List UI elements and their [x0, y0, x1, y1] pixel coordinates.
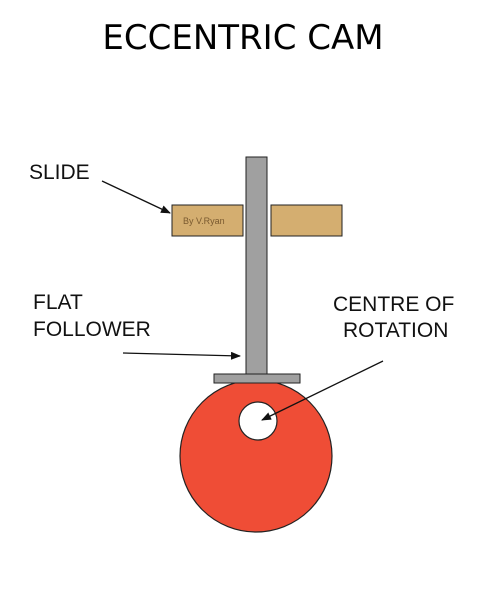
- label-centre-line2: ROTATION: [343, 319, 448, 342]
- centre-of-rotation-arrow: [261, 360, 384, 421]
- label-centre-line1: CENTRE OF: [333, 293, 454, 316]
- label-slide: SLIDE: [29, 161, 90, 184]
- slide-arrow: [101, 180, 171, 214]
- credit-text: By V.Ryan: [183, 216, 225, 226]
- flat-follower-arrow: [122, 351, 241, 360]
- slide-block-right: [270, 204, 343, 237]
- diagram-title: ECCENTRIC CAM: [102, 18, 383, 58]
- flat-follower-plate: [213, 373, 301, 384]
- slide-block-left: [171, 204, 244, 237]
- follower-stem: [245, 156, 268, 375]
- label-flat-follower-line1: FLAT: [33, 291, 83, 314]
- centre-of-rotation-hole: [238, 401, 278, 441]
- label-flat-follower-line2: FOLLOWER: [33, 318, 151, 341]
